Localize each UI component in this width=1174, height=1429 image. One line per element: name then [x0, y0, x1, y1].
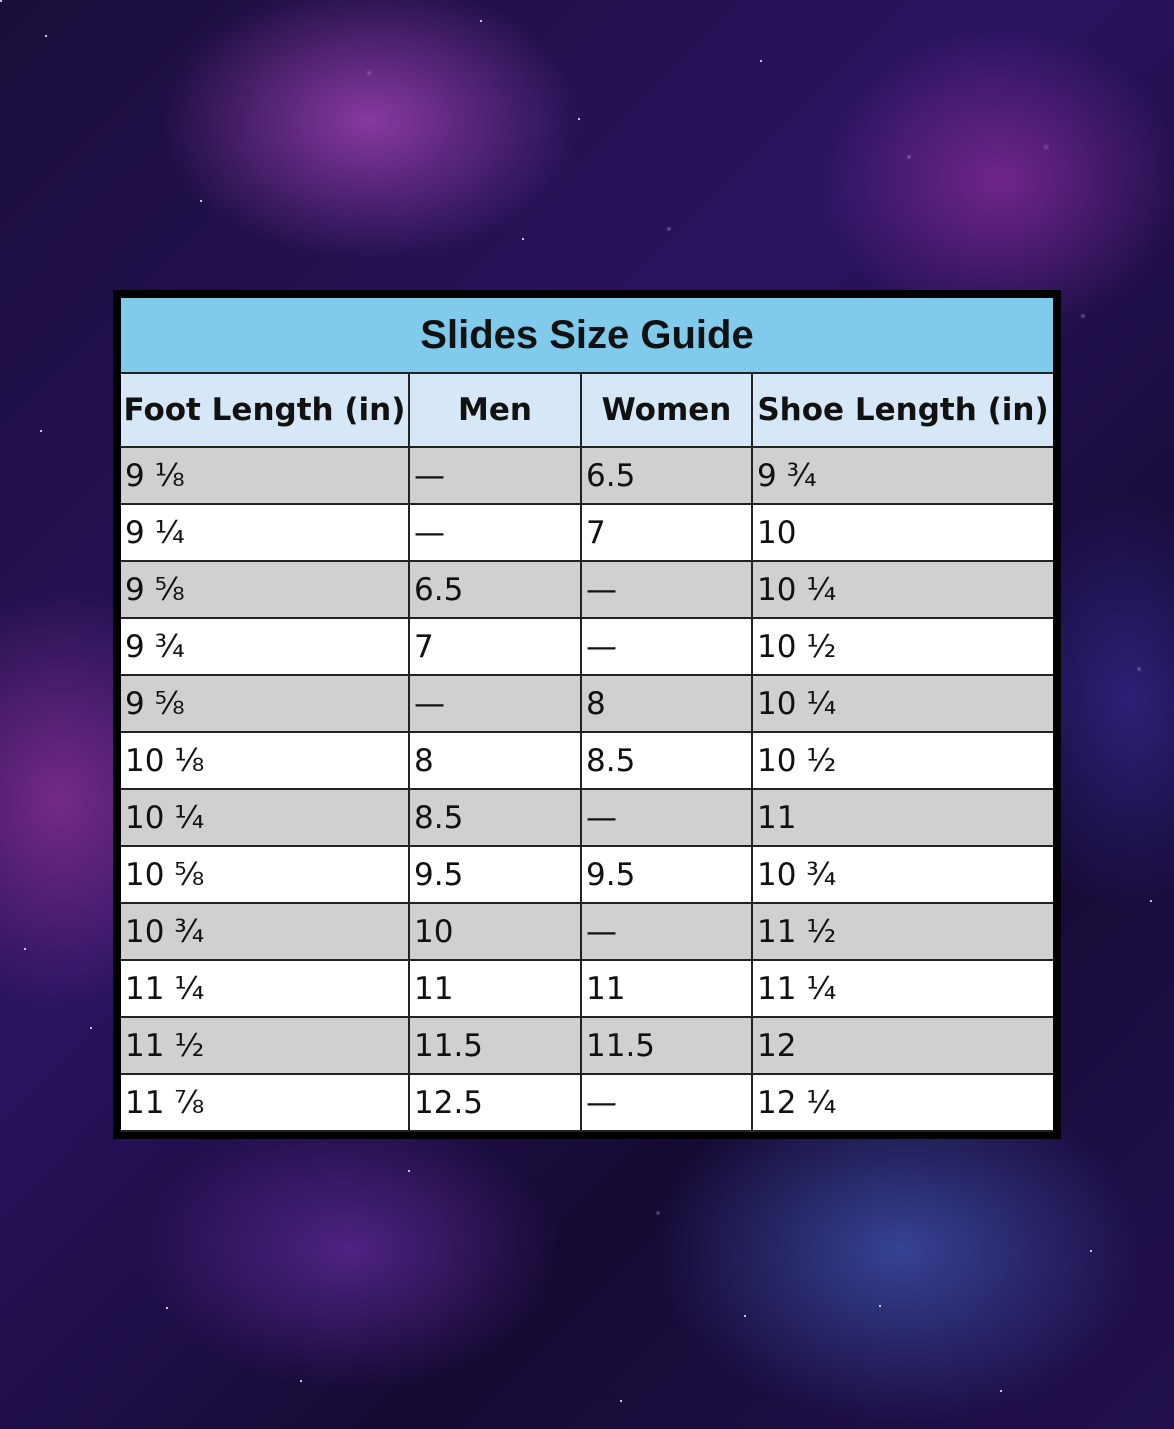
men-cell: 9.5 — [410, 847, 582, 904]
foot-length-cell: 9 ⅝ — [121, 676, 410, 733]
men-cell: 10 — [410, 904, 582, 961]
shoe-length-cell: 9 ¾ — [753, 448, 1053, 505]
header-women: Women — [582, 374, 753, 448]
table-row: 11 ½ 11.5 11.5 12 — [121, 1018, 1053, 1075]
women-cell: 6.5 — [582, 448, 753, 505]
women-cell: — — [582, 1075, 753, 1132]
foot-length-cell: 11 ⅞ — [121, 1075, 410, 1132]
table-row: 9 ¼ —7 10 — [121, 505, 1053, 562]
galaxy-background-stars — [0, 0, 2, 2]
shoe-length-cell: 10 — [753, 505, 1053, 562]
men-cell: 8.5 — [410, 790, 582, 847]
shoe-length-cell: 10 ½ — [753, 619, 1053, 676]
header-row: Foot Length (in) Men Women Shoe Length (… — [121, 374, 1053, 448]
shoe-length-cell: 12 — [753, 1018, 1053, 1075]
men-cell: — — [410, 448, 582, 505]
foot-length-cell: 9 ¼ — [121, 505, 410, 562]
men-cell: — — [410, 676, 582, 733]
women-cell: — — [582, 562, 753, 619]
men-cell: 11 — [410, 961, 582, 1018]
women-cell: 8.5 — [582, 733, 753, 790]
shoe-length-cell: 10 ¼ — [753, 562, 1053, 619]
men-cell: 6.5 — [410, 562, 582, 619]
shoe-length-cell: 10 ½ — [753, 733, 1053, 790]
men-cell: 12.5 — [410, 1075, 582, 1132]
women-cell: — — [582, 790, 753, 847]
foot-length-cell: 10 ¼ — [121, 790, 410, 847]
foot-length-cell: 11 ½ — [121, 1018, 410, 1075]
header-shoe-length: Shoe Length (in) — [753, 374, 1053, 448]
shoe-length-cell: 10 ¾ — [753, 847, 1053, 904]
foot-length-cell: 10 ⅛ — [121, 733, 410, 790]
table-row: 11 ¼ 11 11 11 ¼ — [121, 961, 1053, 1018]
men-cell: — — [410, 505, 582, 562]
men-cell: 8 — [410, 733, 582, 790]
table-row: 10 ¼ 8.5—11 — [121, 790, 1053, 847]
shoe-length-cell: 11 ½ — [753, 904, 1053, 961]
table-row: 10 ⅝ 9.5 9.5 10 ¾ — [121, 847, 1053, 904]
header-men: Men — [410, 374, 582, 448]
women-cell: 11 — [582, 961, 753, 1018]
shoe-length-cell: 10 ¼ — [753, 676, 1053, 733]
table-row: 9 ⅝ —8 10 ¼ — [121, 676, 1053, 733]
foot-length-cell: 10 ⅝ — [121, 847, 410, 904]
foot-length-cell: 9 ⅝ — [121, 562, 410, 619]
women-cell: 8 — [582, 676, 753, 733]
women-cell: — — [582, 904, 753, 961]
table-title: Slides Size Guide — [121, 298, 1053, 374]
table-row: 9 ⅝ 6.5—10 ¼ — [121, 562, 1053, 619]
foot-length-cell: 10 ¾ — [121, 904, 410, 961]
women-cell: 7 — [582, 505, 753, 562]
header-foot-length: Foot Length (in) — [121, 374, 410, 448]
women-cell: 11.5 — [582, 1018, 753, 1075]
women-cell: — — [582, 619, 753, 676]
shoe-length-cell: 12 ¼ — [753, 1075, 1053, 1132]
foot-length-cell: 9 ¾ — [121, 619, 410, 676]
men-cell: 11.5 — [410, 1018, 582, 1075]
table-row: 10 ¾ 10—11 ½ — [121, 904, 1053, 961]
women-cell: 9.5 — [582, 847, 753, 904]
table-row: 9 ¾ 7—10 ½ — [121, 619, 1053, 676]
size-guide-table: Slides Size Guide Foot Length (in) Men W… — [121, 298, 1053, 1132]
foot-length-cell: 11 ¼ — [121, 961, 410, 1018]
foot-length-cell: 9 ⅛ — [121, 448, 410, 505]
table-row: 10 ⅛ 8 8.5 10 ½ — [121, 733, 1053, 790]
table-row: 9 ⅛ —6.5 9 ¾ — [121, 448, 1053, 505]
shoe-length-cell: 11 — [753, 790, 1053, 847]
table-row: 11 ⅞ 12.5—12 ¼ — [121, 1075, 1053, 1132]
shoe-length-cell: 11 ¼ — [753, 961, 1053, 1018]
size-guide-frame: Slides Size Guide Foot Length (in) Men W… — [113, 290, 1061, 1139]
men-cell: 7 — [410, 619, 582, 676]
